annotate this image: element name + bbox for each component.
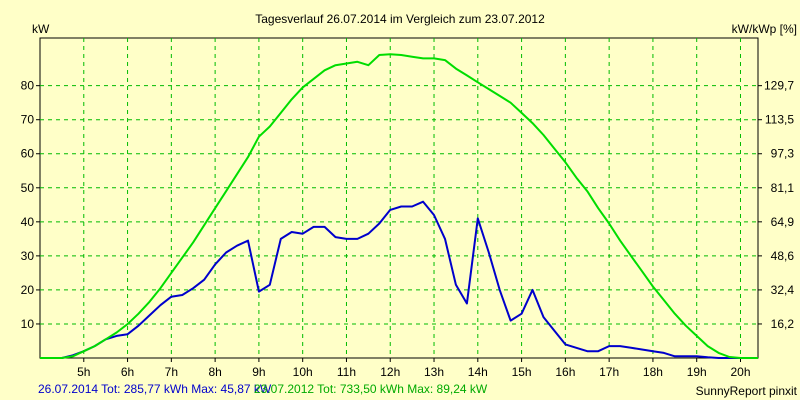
x-tick-label-5h: 5h [77,365,90,379]
series-line-1 [40,200,758,359]
chart-title: Tagesverlauf 26.07.2014 im Vergleich zum… [255,12,545,26]
y-tick-label-50: 50 [21,181,35,195]
series-group [40,53,758,359]
x-tick-label-9h: 9h [252,365,265,379]
y-right-tick-label-70: 113,5 [765,113,794,127]
y-right-tick-label-30: 48,6 [771,249,795,263]
y-axis-left-label: kW [32,22,50,36]
y-tick-label-20: 20 [21,283,35,297]
series-line-2 [40,53,758,359]
x-tick-label-10h: 10h [293,365,313,379]
y-right-tick-label-40: 64,9 [771,215,795,229]
y-right-tick-label-80: 129,7 [764,79,794,93]
x-tick-label-13h: 13h [424,365,444,379]
y-right-tick-label-50: 81,1 [771,181,795,195]
y-tick-label-30: 30 [21,249,35,263]
x-tick-label-19h: 19h [687,365,707,379]
grid [40,38,758,358]
x-tick-label-15h: 15h [512,365,532,379]
x-tick-label-18h: 18h [643,365,663,379]
x-tick-label-12h: 12h [380,365,400,379]
x-tick-label-20h: 20h [730,365,750,379]
y-tick-label-40: 40 [21,215,35,229]
x-tick-label-14h: 14h [468,365,488,379]
y-axis-right-label: kW/kWp [%] [732,22,797,36]
x-tick-label-7h: 7h [165,365,178,379]
x-tick-label-16h: 16h [555,365,575,379]
y-tick-label-70: 70 [21,113,35,127]
footer-series2-summary: 23.07.2012 Tot: 733,50 kWh Max: 89,24 kW [254,382,488,396]
y-tick-label-80: 80 [21,79,35,93]
x-tick-label-11h: 11h [337,365,356,379]
footer-series1-summary: 26.07.2014 Tot: 285,77 kWh Max: 45,87 kW [38,382,272,396]
x-tick-label-6h: 6h [121,365,134,379]
y-right-tick-label-10: 16,2 [771,317,795,331]
x-tick-label-8h: 8h [208,365,221,379]
axis-ticks: 5h 6h 7h 8h 9h 10h 11h 12h 13h 14h 15h 16h 17h 18h 19h… [21,79,795,379]
y-tick-label-10: 10 [21,317,35,331]
y-right-tick-label-20: 32,4 [771,283,795,297]
plot-frame [39,37,759,359]
y-tick-label-60: 60 [21,147,35,161]
x-tick-label-17h: 17h [599,365,619,379]
footer-credit: SunnyReport pinxit [696,384,798,398]
y-right-tick-label-60: 97,3 [771,147,795,161]
